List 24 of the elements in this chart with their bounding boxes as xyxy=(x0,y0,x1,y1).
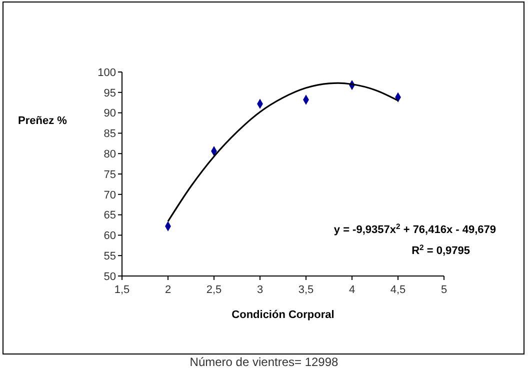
y-tick-label: 100 xyxy=(98,66,116,79)
x-axis-title: Condición Corporal xyxy=(232,309,334,321)
annotation: y = -9,9357x$^{2}$ + 76,416x - 49,679 xyxy=(334,222,496,236)
x-tick-label: 4 xyxy=(348,284,356,296)
y-axis-title: Preñez % xyxy=(18,115,68,127)
y-tick-label: 50 xyxy=(104,270,116,283)
y-tick-label: 80 xyxy=(104,148,116,160)
y-tick-label: 55 xyxy=(104,250,116,262)
x-tick-label: 3,5 xyxy=(298,284,314,296)
annotation: R$^{2}$ = 0,9795 xyxy=(412,242,470,257)
text: Número de vientres= 12998 xyxy=(190,355,339,369)
x-tick-label: 5 xyxy=(440,284,448,296)
y-tick-label: 95 xyxy=(104,87,116,100)
y-tick-label: 85 xyxy=(104,128,116,140)
x-tick-label: 3 xyxy=(256,284,264,296)
x-tick-label: 4,5 xyxy=(390,284,406,296)
x-tick-label: 1,5 xyxy=(114,284,130,296)
y-tick-label: 60 xyxy=(104,230,116,242)
x-tick-label: 2,5 xyxy=(206,284,222,296)
y-tick-label: 75 xyxy=(104,168,116,181)
x-tick-label: 2 xyxy=(164,284,172,296)
y-tick-label: 65 xyxy=(104,210,116,222)
y-tick-label: 90 xyxy=(104,108,116,120)
y-tick-label: 70 xyxy=(104,189,116,202)
